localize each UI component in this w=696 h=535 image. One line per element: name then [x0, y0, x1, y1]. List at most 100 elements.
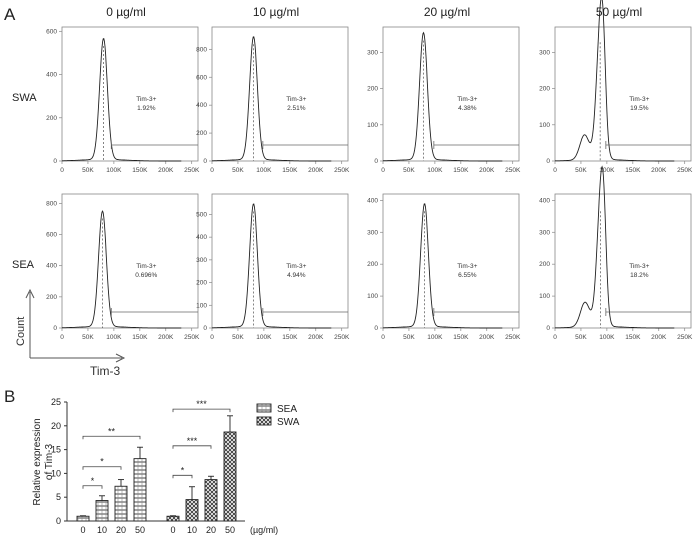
y-tick-label: 0	[203, 158, 207, 165]
concentration-header: 0 µg/ml	[106, 5, 146, 19]
x-tick-label: 250K	[505, 334, 521, 341]
y-tick-label: 100	[539, 122, 550, 129]
significance-bracket	[82, 435, 141, 440]
histogram-curve	[382, 31, 503, 162]
legend-swatch	[256, 416, 272, 426]
x-tick-label: 0	[553, 167, 557, 174]
histogram-panel: 0 100 200 300 400 0 50K 100K 150K 200K 250K Tim-3+ 1…	[539, 165, 693, 341]
significance-label: *	[91, 476, 95, 486]
significance-bracket	[82, 466, 122, 470]
x-tick-label: 250K	[334, 334, 350, 341]
bar	[223, 431, 237, 522]
legend-swatch	[256, 403, 272, 413]
histogram-grid: 0 200 400 600 0 50K 100K 150K 200K 250K Tim-3+ 1.92…	[46, 0, 693, 341]
histogram-frame	[382, 193, 520, 329]
gate-percentage: 4.94%	[287, 272, 306, 279]
x-tick-label: 0	[553, 334, 557, 341]
histogram-frame	[61, 193, 199, 329]
x-tick-label: 100K	[256, 334, 272, 341]
y-tick-label: 200	[539, 86, 550, 93]
x-tick-label: 0	[60, 334, 64, 341]
x-tick-label: 200K	[308, 167, 324, 174]
x-tick-label: 50K	[575, 167, 587, 174]
x-tick-label: 150K	[282, 334, 298, 341]
y-tick-label: 200	[196, 280, 207, 287]
x-tick-label: 0	[210, 334, 214, 341]
row-label: SEA	[12, 259, 35, 271]
y-tick-label: 600	[196, 74, 207, 81]
y-tick-label: 300	[367, 229, 378, 236]
y-tick-label: 0	[203, 325, 207, 332]
x-tick-label: 200K	[308, 334, 324, 341]
x-tick-label: 0	[381, 167, 385, 174]
x-tick-label: 0	[381, 334, 385, 341]
x-tick-label: 50K	[232, 334, 244, 341]
histogram-panel: 0 200 400 600 800 0 50K 100K 150K 200K 250K Tim-3+ 2…	[196, 26, 350, 174]
x-tick-label: 20	[116, 525, 126, 535]
bar	[95, 500, 109, 522]
concentration-headers: 0 µg/ml 10 µg/ml 20 µg/ml 50 µg/ml	[106, 5, 642, 19]
legend-label: SWA	[277, 417, 300, 428]
histogram-frame	[61, 26, 199, 162]
x-tick-label: 150K	[132, 334, 148, 341]
y-tick-label: 200	[46, 115, 57, 122]
concentration-header: 50 µg/ml	[596, 5, 642, 19]
histogram-panel: 0 200 400 600 800 0 50K 100K 150K 200K 250K Tim-3+ 0…	[46, 193, 200, 341]
y-tick-label: 100	[196, 302, 207, 309]
histogram-frame	[554, 26, 692, 162]
y-tick-label: 400	[46, 263, 57, 270]
histogram-panel: 0 100 200 300 0 50K 100K 150K 200K 250K Tim-3+ 19.5…	[539, 0, 693, 174]
y-tick-label: 600	[46, 28, 57, 35]
tim3-arrow-head	[115, 353, 126, 363]
y-tick-label: 5	[56, 492, 61, 502]
y-tick-label: 100	[367, 293, 378, 300]
y-tick-label: 200	[196, 130, 207, 137]
x-tick-label: 150K	[453, 167, 469, 174]
y-tick-label: 400	[46, 72, 57, 79]
gate-percentage: 1.92%	[137, 105, 156, 112]
bar	[204, 479, 218, 522]
gate-percentage: 19.5%	[630, 105, 649, 112]
gate-label: Tim-3+	[457, 96, 477, 103]
y-tick-label: 100	[539, 293, 550, 300]
significance-bracket	[172, 474, 193, 479]
legend-label: SEA	[277, 404, 297, 415]
histogram-frame	[554, 193, 692, 329]
x-tick-label: 250K	[334, 167, 350, 174]
y-tick-label: 600	[46, 232, 57, 239]
histogram-curve	[61, 210, 182, 329]
x-tick-label: 100K	[106, 167, 122, 174]
count-axis-label: Count	[15, 317, 27, 346]
bar	[166, 515, 180, 522]
significance-label: *	[181, 465, 185, 475]
y-tick-label: 20	[51, 421, 61, 431]
x-tick-label: 10	[187, 525, 197, 535]
x-tick-label: 250K	[184, 334, 200, 341]
histogram-curve	[555, 0, 675, 162]
gate-label: Tim-3+	[286, 96, 306, 103]
bar-chart: 0 5 10 15 20 25 Relative expression of Tim-3 0 10…	[32, 397, 300, 535]
histogram-frame	[211, 193, 349, 329]
x-tick-label: 50	[135, 525, 145, 535]
histogram-curve	[62, 38, 182, 162]
histogram-frame	[382, 26, 520, 162]
x-tick-label: 50K	[232, 167, 244, 174]
x-tick-label: 100K	[427, 334, 443, 341]
x-tick-label: 100K	[599, 334, 615, 341]
x-tick-label: 20	[206, 525, 216, 535]
panel-b-label: B	[4, 387, 15, 406]
y-tick-label: 0	[56, 516, 61, 526]
x-tick-label: 200K	[158, 167, 174, 174]
histogram-curve	[383, 203, 503, 329]
x-tick-label: 50K	[82, 167, 94, 174]
histogram-panel: 0 100 200 300 400 0 50K 100K 150K 200K 250K Tim-3+ 6…	[367, 193, 521, 341]
gate-label: Tim-3+	[286, 263, 306, 270]
y-tick-label: 800	[46, 200, 57, 207]
y-tick-label: 300	[196, 257, 207, 264]
x-tick-label: 0	[60, 167, 64, 174]
y-tick-label: 500	[196, 211, 207, 218]
x-tick-label: 200K	[651, 334, 667, 341]
y-tick-label: 25	[51, 397, 61, 407]
x-tick-label: 100K	[599, 167, 615, 174]
y-tick-label: 200	[46, 294, 57, 301]
